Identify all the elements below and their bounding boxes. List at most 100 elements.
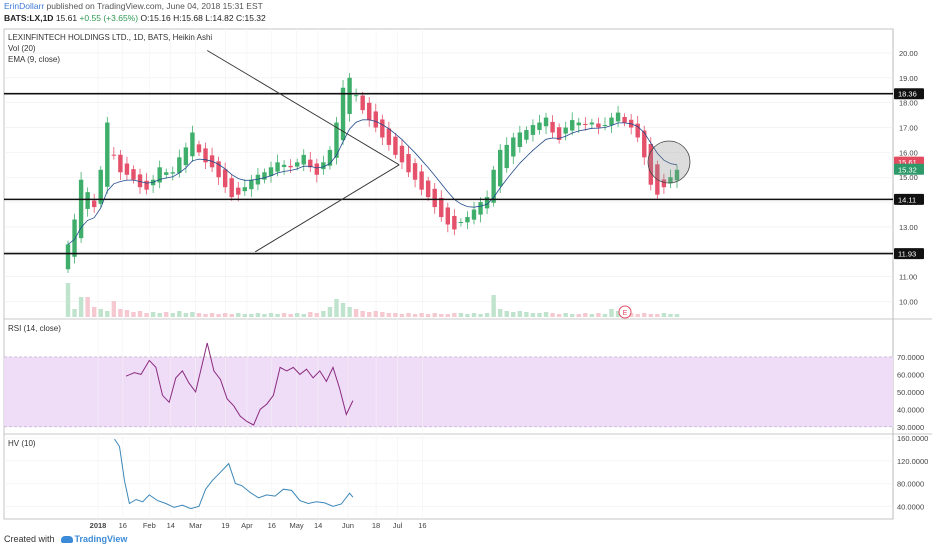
rsi-axis-tick: 70.0000 — [897, 353, 924, 362]
rsi-axis-tick: 60.0000 — [897, 370, 924, 379]
candle-body — [157, 167, 162, 183]
candle-body — [583, 123, 588, 126]
time-axis-tick: 16 — [418, 521, 426, 530]
candle-body — [478, 202, 483, 215]
rsi-line — [125, 342, 354, 426]
candle-body — [563, 127, 568, 134]
volume-bar — [642, 313, 647, 317]
volume-bar — [353, 309, 359, 317]
time-axis-tick: 19 — [221, 521, 229, 530]
volume-bar — [615, 311, 621, 317]
candle-body — [550, 121, 555, 133]
volume-bar — [576, 314, 581, 317]
volume-bar — [419, 313, 424, 317]
created-with-text: Created with — [4, 534, 55, 544]
level-badge: 18.36 — [898, 90, 917, 99]
volume-bar — [236, 313, 241, 317]
candle-body — [288, 165, 293, 168]
volume-bar — [209, 313, 215, 317]
candle-body — [177, 157, 182, 173]
volume-bar — [111, 301, 117, 317]
candle-body — [504, 144, 509, 169]
candle-body — [203, 148, 208, 163]
symbol-text: BATS:LX, — [4, 13, 43, 23]
candle-body — [399, 145, 405, 163]
earnings-marker-label: E — [623, 310, 628, 317]
volume-bar — [229, 314, 234, 317]
vol-indicator-label: Vol (20) — [8, 44, 36, 53]
volume-bar — [497, 309, 503, 317]
volume-bar — [661, 313, 667, 317]
candle-body — [668, 177, 673, 184]
candle-body — [190, 132, 195, 157]
ema-indicator-label: EMA (9, close) — [8, 55, 60, 64]
volume-bar — [288, 314, 293, 317]
volume-bar — [648, 314, 654, 317]
candle-body — [622, 117, 627, 123]
candle-body — [222, 169, 228, 188]
candle-body — [249, 179, 254, 190]
volume-bar — [530, 313, 536, 317]
volume-bar — [570, 314, 575, 317]
author-link[interactable]: ErinDollarr — [4, 1, 45, 11]
time-axis-tick: 16 — [119, 521, 127, 530]
rsi-band — [4, 356, 893, 427]
candle-body — [340, 87, 346, 141]
candle-body — [367, 102, 372, 121]
candle-body — [406, 154, 411, 173]
volume-bar — [340, 303, 346, 317]
candle-body — [642, 130, 647, 158]
candle-body — [91, 200, 97, 208]
volume-bar — [157, 313, 162, 317]
candle-body — [164, 172, 169, 175]
volume-bar — [465, 314, 470, 317]
volume-bar — [458, 313, 464, 317]
volume-bar — [301, 314, 306, 317]
volume-bar — [281, 313, 287, 317]
volume-bar — [386, 313, 392, 317]
volume-bar — [334, 299, 339, 317]
candle-body — [439, 197, 444, 218]
candle-body — [229, 178, 234, 198]
volume-bar — [504, 311, 509, 317]
volume-bar — [393, 313, 398, 317]
volume-bar — [628, 313, 634, 317]
volume-bar — [196, 313, 202, 317]
volume-bar — [589, 314, 595, 317]
candle-body — [301, 154, 306, 165]
candle-body — [445, 207, 451, 225]
candle-body — [65, 244, 71, 270]
volume-bar — [406, 313, 411, 317]
level-badge-bg — [894, 88, 924, 100]
candle-body — [236, 187, 241, 195]
earnings-marker-circle — [618, 305, 632, 319]
candle-body — [576, 122, 581, 126]
candle-body — [118, 154, 123, 173]
volume-bar — [609, 309, 614, 317]
volume-bar — [222, 313, 228, 317]
candle-body — [609, 117, 614, 126]
price-axis-tick: 18.00 — [899, 99, 918, 108]
volume-bar — [373, 311, 378, 317]
volume-bar — [360, 311, 365, 317]
volume-bar — [203, 314, 208, 317]
volume-bar — [556, 314, 562, 317]
volume-bar — [72, 309, 77, 317]
candle-body — [517, 132, 523, 147]
earnings-marker[interactable]: E — [618, 305, 632, 319]
time-axis-tick: 14 — [167, 521, 175, 530]
candle-body — [294, 162, 300, 167]
candle-body — [275, 162, 280, 172]
volume-bar — [602, 314, 608, 317]
volume-bar — [249, 314, 254, 317]
time-axis-tick: Mar — [189, 521, 202, 530]
last-price-badge: 15.61 — [898, 158, 917, 167]
publish-line: ErinDollarr published on TradingView.com… — [4, 1, 263, 11]
triangle-trendline — [206, 50, 400, 166]
volume-bar — [635, 314, 640, 317]
price-axis-tick: 16.00 — [899, 148, 918, 157]
candle-body — [196, 144, 202, 153]
candle-body — [524, 130, 529, 140]
tradingview-brand[interactable]: TradingView — [74, 534, 128, 544]
